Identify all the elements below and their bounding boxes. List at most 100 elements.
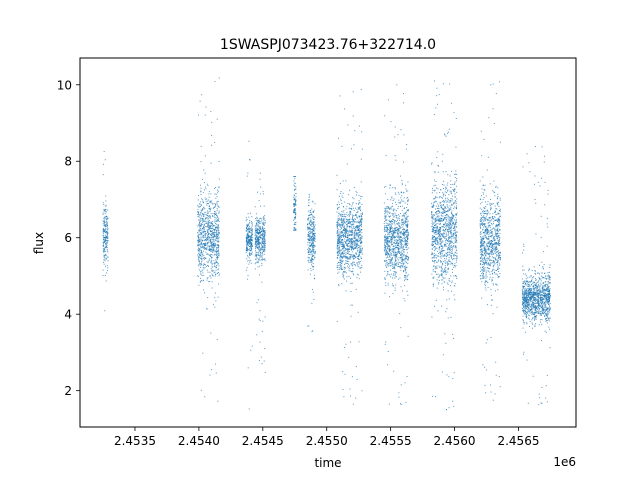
data-point bbox=[209, 233, 211, 235]
data-point bbox=[433, 276, 435, 278]
data-point bbox=[436, 273, 438, 275]
data-point bbox=[434, 184, 436, 186]
data-point bbox=[260, 248, 262, 250]
data-point bbox=[337, 207, 339, 209]
data-point bbox=[406, 210, 408, 212]
data-point bbox=[203, 274, 205, 276]
data-point bbox=[397, 219, 398, 221]
data-point bbox=[246, 234, 248, 236]
data-point bbox=[308, 235, 310, 236]
data-point bbox=[385, 341, 387, 343]
data-point bbox=[341, 234, 343, 236]
data-point bbox=[339, 218, 341, 220]
data-point bbox=[387, 224, 389, 226]
data-point bbox=[401, 220, 403, 222]
data-point bbox=[443, 269, 445, 271]
data-point bbox=[400, 129, 402, 131]
data-point bbox=[353, 222, 355, 224]
data-point bbox=[407, 234, 409, 236]
data-point bbox=[401, 265, 403, 267]
data-point bbox=[104, 224, 106, 226]
data-point bbox=[357, 265, 359, 267]
data-point bbox=[354, 264, 356, 266]
data-point bbox=[341, 243, 343, 245]
data-point bbox=[447, 263, 449, 265]
data-point bbox=[216, 250, 218, 252]
data-point bbox=[438, 230, 440, 232]
data-point bbox=[214, 211, 216, 213]
data-point bbox=[295, 186, 297, 188]
data-point bbox=[405, 239, 407, 241]
data-point bbox=[209, 249, 211, 251]
data-point bbox=[351, 237, 353, 239]
data-point bbox=[310, 237, 312, 239]
data-point bbox=[358, 240, 360, 242]
data-point bbox=[355, 235, 357, 237]
data-point bbox=[355, 265, 357, 267]
data-point bbox=[259, 235, 261, 237]
data-point bbox=[251, 240, 253, 242]
data-point bbox=[406, 207, 408, 209]
data-point bbox=[200, 215, 202, 217]
data-point bbox=[440, 217, 442, 219]
data-point bbox=[294, 209, 296, 211]
data-point bbox=[203, 264, 205, 266]
data-point bbox=[393, 216, 395, 218]
data-point bbox=[395, 264, 397, 266]
data-point bbox=[199, 263, 201, 265]
data-point bbox=[397, 251, 399, 253]
data-point bbox=[437, 273, 439, 275]
data-point bbox=[348, 203, 350, 205]
data-point bbox=[217, 190, 219, 192]
data-point bbox=[398, 237, 400, 239]
data-point bbox=[405, 246, 407, 248]
data-point bbox=[431, 252, 433, 254]
data-point bbox=[105, 225, 106, 227]
data-point bbox=[352, 115, 354, 117]
data-point bbox=[214, 221, 216, 223]
data-point bbox=[213, 265, 215, 267]
data-point bbox=[390, 269, 392, 271]
data-point bbox=[456, 252, 458, 254]
data-point bbox=[311, 200, 313, 202]
data-point bbox=[385, 252, 387, 254]
data-point bbox=[341, 252, 343, 254]
data-point bbox=[437, 250, 439, 252]
data-point bbox=[394, 243, 396, 245]
data-point bbox=[387, 206, 389, 208]
data-point bbox=[311, 236, 313, 238]
data-point bbox=[444, 233, 446, 235]
data-point bbox=[361, 148, 363, 150]
data-point bbox=[399, 266, 401, 268]
data-point bbox=[448, 240, 450, 242]
data-point bbox=[256, 230, 258, 232]
data-point bbox=[406, 255, 408, 257]
data-point bbox=[197, 254, 199, 256]
data-point bbox=[342, 272, 344, 274]
data-point bbox=[447, 205, 449, 207]
data-point bbox=[311, 221, 313, 223]
data-point bbox=[450, 242, 452, 244]
data-point bbox=[209, 253, 211, 255]
data-point bbox=[294, 204, 296, 206]
data-point bbox=[339, 232, 341, 234]
data-point bbox=[215, 238, 217, 240]
data-point bbox=[255, 241, 257, 243]
data-point bbox=[214, 245, 216, 247]
data-point bbox=[336, 221, 338, 223]
data-point bbox=[202, 258, 204, 260]
data-point bbox=[442, 197, 444, 199]
data-point bbox=[440, 270, 442, 272]
data-point bbox=[202, 272, 204, 274]
data-point bbox=[209, 228, 211, 230]
data-point bbox=[293, 227, 295, 229]
data-point bbox=[213, 206, 215, 208]
data-point bbox=[348, 265, 350, 267]
data-point bbox=[436, 223, 438, 225]
data-point bbox=[358, 253, 360, 255]
data-point bbox=[396, 230, 398, 232]
data-point bbox=[200, 263, 202, 265]
data-point bbox=[216, 272, 218, 274]
data-point bbox=[250, 349, 252, 351]
data-point bbox=[247, 256, 249, 258]
